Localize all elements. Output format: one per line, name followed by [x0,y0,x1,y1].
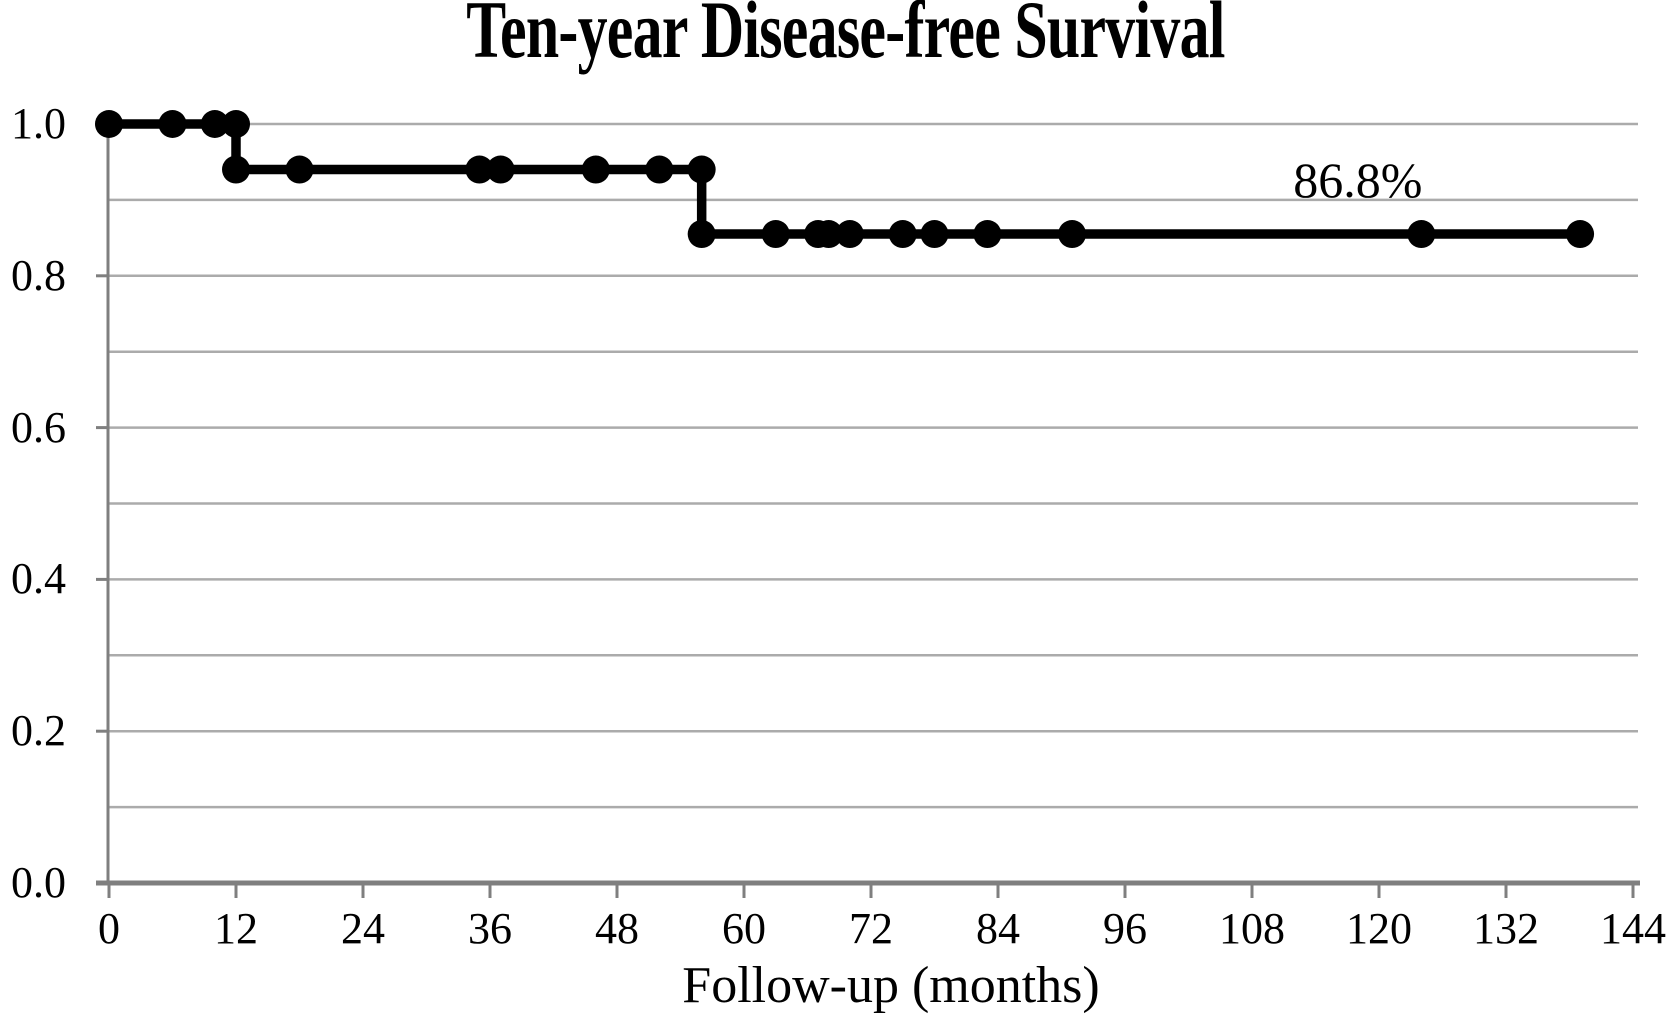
x-tick-label: 36 [468,904,512,953]
censor-marker [222,110,250,138]
censor-marker [973,220,1002,249]
y-tick-label: 1.0 [11,99,66,148]
final-survival-annotation: 86.8% [1293,152,1423,209]
x-tick-label: 84 [976,904,1020,953]
x-tick-label: 108 [1219,904,1285,953]
x-tick-label: 0 [98,904,120,953]
x-tick-label: 48 [595,904,639,953]
chart-title: Ten-year Disease-free Survival [466,0,1225,75]
x-tick-label: 96 [1103,904,1147,953]
censor-marker [285,155,314,184]
censor-marker [222,155,250,184]
y-tick-label: 0.0 [11,858,66,907]
censor-marker [1058,220,1087,249]
x-tick-label: 132 [1473,904,1539,953]
y-tick-label: 0.8 [11,250,66,300]
censor-marker [920,220,949,249]
x-tick-label: 60 [722,904,766,953]
x-tick-label: 72 [849,904,893,953]
y-tick-label: 0.2 [11,706,66,756]
x-tick-label: 24 [341,904,385,953]
censor-marker [581,155,610,184]
y-tick-label: 0.6 [11,402,66,452]
censor-marker [1566,220,1595,249]
censor-marker [465,155,494,184]
censor-marker [200,110,229,138]
x-tick-label: 120 [1346,904,1412,953]
censor-marker [95,110,123,138]
censor-marker [814,220,843,249]
censor-marker [645,155,674,184]
censor-marker [486,155,515,184]
censor-marker [761,220,790,249]
x-tick-label: 12 [214,904,258,953]
x-axis-label: Follow-up (months) [682,957,1100,1014]
x-tick-label: 144 [1600,904,1666,953]
y-tick-label: 0.4 [11,554,66,604]
censor-marker [835,220,864,249]
censor-marker [158,110,187,138]
censor-marker [687,155,716,184]
censor-marker [888,220,917,249]
censor-marker [687,220,716,249]
censor-marker [1407,220,1436,249]
